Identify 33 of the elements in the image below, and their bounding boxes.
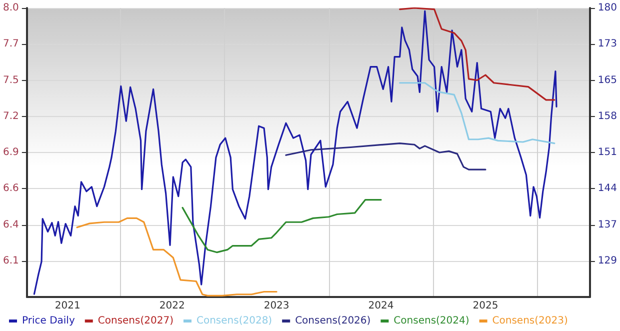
legend-label: Consens(2023) — [492, 316, 568, 326]
x-tick-label: 2021 — [54, 300, 80, 312]
y2-tick-label: 151 — [598, 147, 618, 158]
line-series — [182, 198, 382, 254]
y2-tick-label: 180 — [598, 2, 618, 14]
y-tick-label: 7.2 — [2, 110, 19, 122]
y-tick-label: 6.9 — [2, 147, 19, 158]
legend-label: Consens(2027) — [98, 316, 174, 326]
legend-label: Consens(2026) — [295, 316, 371, 326]
line-series — [76, 217, 278, 296]
y2-tick-label: 165 — [598, 74, 618, 86]
x-tick-label: 2023 — [264, 300, 290, 312]
y2-tick-label: 158 — [598, 110, 618, 122]
y-tick-label: 7.7 — [2, 38, 19, 50]
x-tick-label: 2025 — [472, 300, 498, 312]
x-tick-label: 2022 — [159, 300, 185, 312]
y2-tick-label: 129 — [598, 255, 618, 266]
line-series — [399, 82, 556, 144]
y2-tick-label: 137 — [598, 219, 618, 230]
line-series — [285, 142, 486, 170]
x-tick-label: 2024 — [368, 300, 394, 312]
legend-label: Consens(2024) — [394, 316, 470, 326]
y-tick-label: 6.1 — [2, 255, 19, 266]
y-tick-label: 8.0 — [2, 2, 19, 14]
line-series — [399, 7, 556, 101]
legend-label: Consens(2028) — [196, 316, 272, 326]
y-tick-label: 7.5 — [2, 74, 19, 86]
y2-tick-label: 144 — [598, 183, 618, 194]
line-series — [33, 10, 558, 295]
y2-tick-label: 173 — [598, 38, 618, 50]
legend-label: Price Daily — [22, 316, 75, 326]
y-tick-label: 6.4 — [2, 219, 19, 230]
y-tick-label: 6.6 — [2, 183, 19, 194]
